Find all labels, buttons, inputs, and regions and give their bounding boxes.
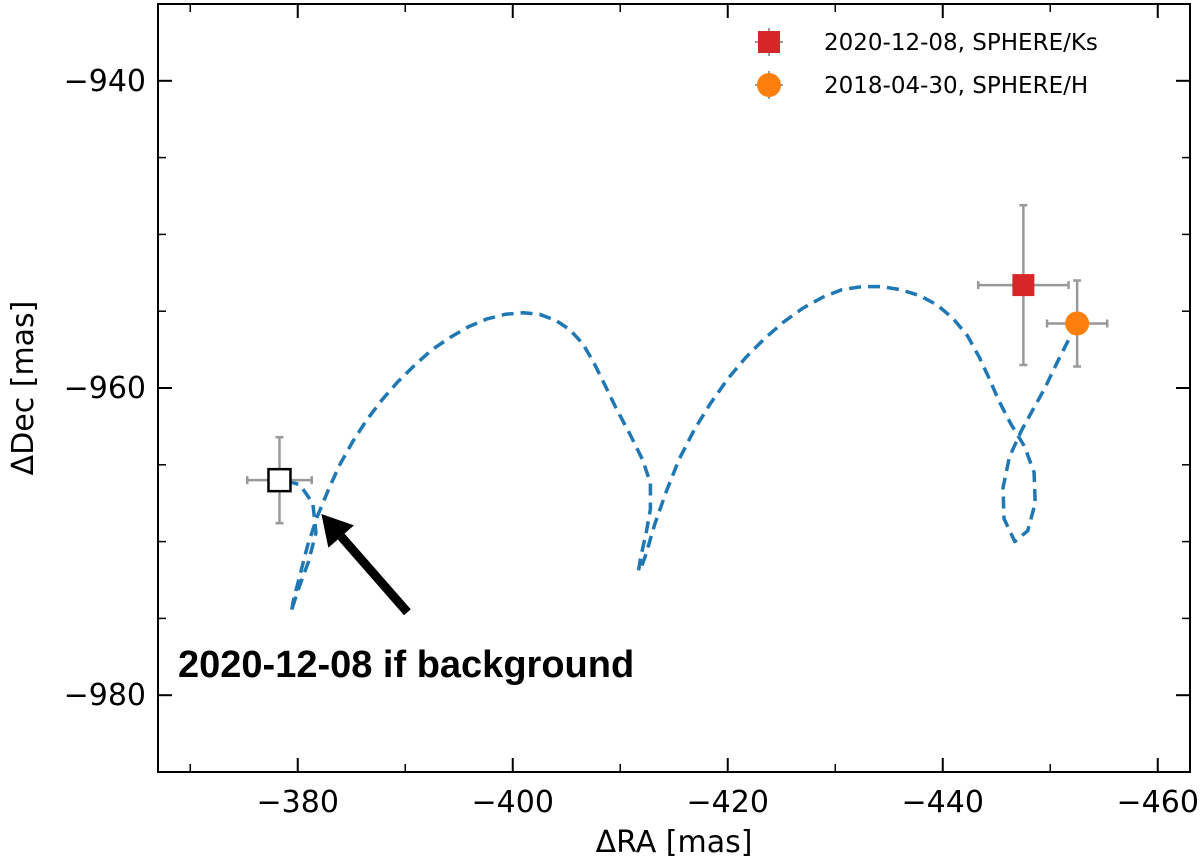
background-track-line xyxy=(279,284,1079,615)
y-axis-label: ΔDec [mas] xyxy=(6,301,41,476)
axis-tick-labels: −380 −400 −420 −440 −460 −940 −960 −980 xyxy=(64,64,1199,820)
x-tick-label: −440 xyxy=(902,785,984,820)
y-tick-label: −960 xyxy=(64,371,146,406)
y-tick-label: −940 xyxy=(64,64,146,99)
legend-item-h: 2018-04-30, SPHERE/H xyxy=(755,71,1088,99)
annotation: 2020-12-08 if background xyxy=(178,513,634,686)
annotation-arrow-shaft xyxy=(337,533,411,616)
legend-label-h: 2018-04-30, SPHERE/H xyxy=(824,73,1088,99)
axis-ticks xyxy=(158,4,1190,772)
x-tick-label: −460 xyxy=(1117,785,1199,820)
h-circle-marker xyxy=(1065,311,1090,336)
background-point-marker xyxy=(267,467,292,493)
x-tick-label: −380 xyxy=(257,785,339,820)
legend-item-ks: 2020-12-08, SPHERE/Ks xyxy=(755,28,1098,56)
legend-label-ks: 2020-12-08, SPHERE/Ks xyxy=(824,30,1098,56)
ks-square-marker xyxy=(1012,274,1035,297)
y-tick-label: −980 xyxy=(64,678,146,713)
annotation-arrow-head xyxy=(321,513,354,548)
legend: 2020-12-08, SPHERE/Ks 2018-04-30, SPHERE… xyxy=(755,28,1098,99)
x-tick-label: −420 xyxy=(687,785,769,820)
legend-circle-marker xyxy=(755,71,783,99)
legend-circle xyxy=(757,73,781,97)
annotation-text: 2020-12-08 if background xyxy=(178,644,634,686)
data-points xyxy=(245,203,1109,525)
x-axis-label: ΔRA [mas] xyxy=(596,825,753,860)
legend-square xyxy=(758,31,780,53)
x-tick-label: −400 xyxy=(472,785,554,820)
legend-square-marker xyxy=(755,28,783,56)
